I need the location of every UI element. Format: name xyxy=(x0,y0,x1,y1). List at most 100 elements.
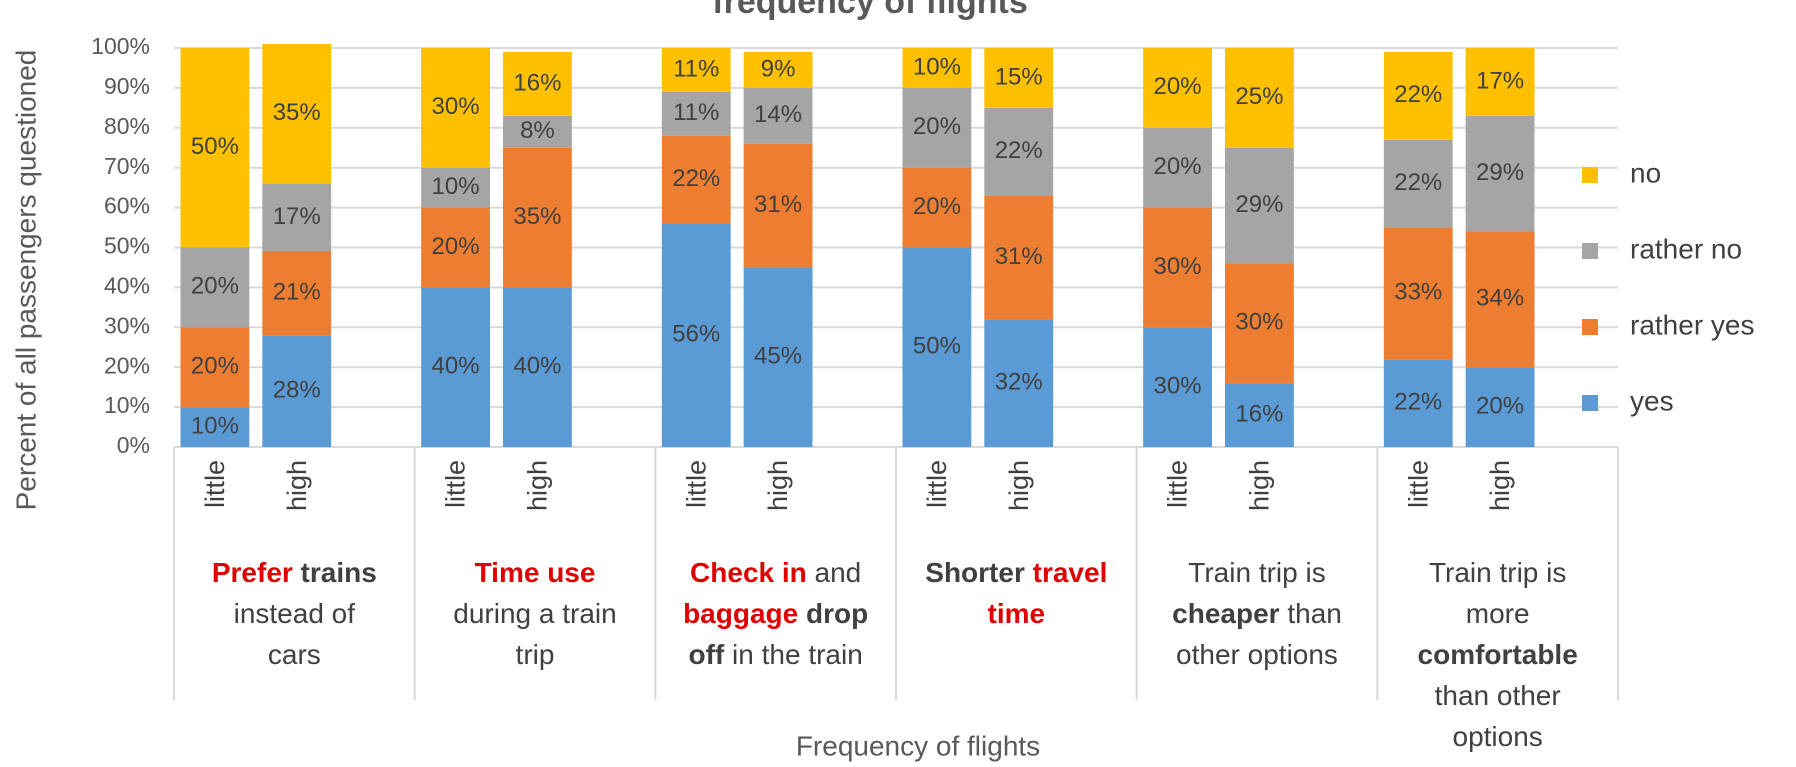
group-label-line: comfortable xyxy=(1378,634,1618,675)
bar-segment xyxy=(1143,127,1212,208)
group-label-line: during a train xyxy=(415,593,655,634)
data-label: 22% xyxy=(1394,388,1442,415)
bar-segment xyxy=(180,407,250,447)
bar-segment xyxy=(1383,139,1453,228)
data-label: 21% xyxy=(273,279,321,306)
data-label: 11% xyxy=(673,55,719,82)
group-label-text: than xyxy=(1279,598,1342,629)
bar-segment xyxy=(902,167,972,248)
group-label-text: trains xyxy=(292,557,377,588)
group-label: Prefer trains instead of cars xyxy=(174,552,414,675)
data-label: 30% xyxy=(432,93,480,120)
data-label: 20% xyxy=(191,353,239,380)
data-label: 10% xyxy=(913,53,961,80)
data-label: 40% xyxy=(513,353,561,380)
bar-segment xyxy=(984,48,1054,108)
bar-segment xyxy=(1224,147,1294,264)
data-label: 20% xyxy=(913,113,961,140)
y-tick-label: 80% xyxy=(104,113,150,139)
data-label: 25% xyxy=(1235,83,1283,110)
data-label: 29% xyxy=(1476,159,1524,186)
bar-segment xyxy=(984,107,1054,196)
bar-segment xyxy=(1143,48,1212,128)
x-tick-label: high xyxy=(523,460,553,511)
group-label-text: trip xyxy=(515,639,555,670)
data-label: 34% xyxy=(1476,285,1524,312)
data-label: 15% xyxy=(995,63,1043,90)
data-label: 14% xyxy=(754,101,802,128)
group-label-line: trip xyxy=(415,634,655,675)
x-axis-label: Frequency of flights xyxy=(796,730,1040,761)
data-label: 40% xyxy=(432,353,480,380)
bar-segment xyxy=(1143,327,1212,447)
bar-segment xyxy=(984,195,1054,320)
data-label: 17% xyxy=(273,203,321,230)
group-label-text: Train trip is xyxy=(1188,557,1326,588)
group-label-text: comfortable xyxy=(1417,639,1578,670)
group-label-line: off in the train xyxy=(656,634,896,675)
bar-segment xyxy=(180,48,250,248)
x-tick-label: little xyxy=(441,460,471,508)
y-tick-label: 60% xyxy=(104,193,150,219)
data-label: 31% xyxy=(995,243,1043,270)
group-label-line: than other xyxy=(1378,675,1618,716)
data-label: 30% xyxy=(1154,253,1202,280)
x-tick-label: little xyxy=(681,460,711,508)
group-label-text: cheaper xyxy=(1172,598,1280,629)
bar-segment xyxy=(1465,367,1535,447)
group-label-line: cheaper than xyxy=(1137,593,1377,634)
bar-segment xyxy=(180,327,250,408)
bar-segment xyxy=(180,247,250,328)
bar-segment xyxy=(902,48,972,88)
group-label-line: Time use xyxy=(415,552,655,593)
y-tick-label: 90% xyxy=(104,73,150,99)
x-tick-label: high xyxy=(1485,460,1515,511)
bar-segment xyxy=(1224,383,1294,447)
legend-swatch xyxy=(1582,167,1598,183)
bar-segment xyxy=(661,135,731,224)
group-label-text: cars xyxy=(267,639,321,670)
bar-segment xyxy=(743,143,813,268)
x-tick-label: high xyxy=(282,460,312,511)
bar-segment xyxy=(502,147,572,288)
x-tick-label: little xyxy=(922,460,952,508)
data-label: 30% xyxy=(1235,309,1283,336)
data-label: 28% xyxy=(273,376,321,403)
group-label-text: and xyxy=(806,557,862,588)
data-label: 20% xyxy=(1154,153,1202,180)
bar-segment xyxy=(502,115,572,148)
group-label-line: Train trip is xyxy=(1378,552,1618,593)
bar-segment xyxy=(421,287,490,447)
data-label: 50% xyxy=(191,133,239,160)
bar-segment xyxy=(661,223,731,447)
x-tick-label: high xyxy=(763,460,793,511)
data-label: 16% xyxy=(1235,400,1283,427)
data-label: 29% xyxy=(1235,191,1283,218)
y-tick-label: 40% xyxy=(104,272,150,298)
bar-segment xyxy=(502,51,572,116)
group-label-line: options xyxy=(1378,716,1618,757)
group-label-text: Shorter xyxy=(925,557,1025,588)
bar-segment xyxy=(1224,48,1294,148)
data-label: 20% xyxy=(913,193,961,220)
group-label: Check in and baggage drop off in the train xyxy=(656,552,896,675)
data-label: 17% xyxy=(1476,67,1524,94)
group-label-line: Train trip is xyxy=(1137,552,1377,593)
group-label: Train trip is cheaper than other options xyxy=(1137,552,1377,675)
legend-label: rather no xyxy=(1630,233,1742,264)
x-tick-label: little xyxy=(200,460,230,508)
group-label-text: instead of xyxy=(233,598,356,629)
group-label-line: time xyxy=(896,593,1136,634)
bar-segment xyxy=(502,287,572,447)
group-label-line: baggage drop xyxy=(656,593,896,634)
bar-segment xyxy=(1143,207,1212,328)
data-label: 35% xyxy=(513,203,561,230)
group-label-text: Time use xyxy=(474,557,596,588)
data-label: 20% xyxy=(432,233,480,260)
group-label-text: time xyxy=(987,598,1046,629)
data-label: 10% xyxy=(432,173,480,200)
bar-segment xyxy=(661,48,731,92)
data-label: 8% xyxy=(520,117,555,144)
